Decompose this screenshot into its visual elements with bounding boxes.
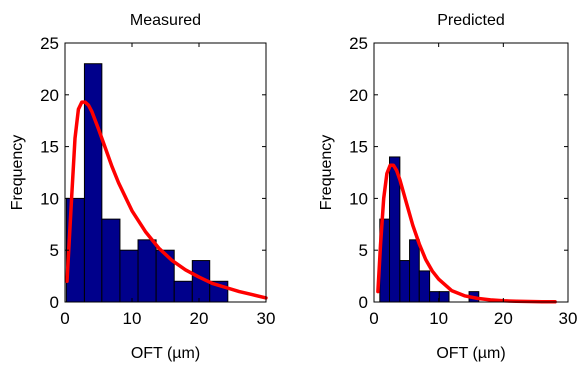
chart-title-predicted: Predicted xyxy=(437,12,505,29)
x-tick-label-measured-0: 0 xyxy=(60,309,69,328)
y-tick-label-predicted-20: 20 xyxy=(349,86,368,105)
y-axis-label-predicted: Frequency xyxy=(318,135,335,211)
fit-curve-predicted xyxy=(376,163,557,304)
bar-predicted-3 xyxy=(409,239,420,303)
y-tick-label-measured-0: 0 xyxy=(50,293,59,312)
bar-predicted-4 xyxy=(418,270,431,303)
y-tick-label-measured-20: 20 xyxy=(40,86,59,105)
y-tick-label-measured-5: 5 xyxy=(50,241,59,260)
bar-measured-6 xyxy=(173,280,193,303)
x-tick-label-measured-30: 30 xyxy=(257,309,276,328)
y-tick-label-predicted-5: 5 xyxy=(359,241,368,260)
x-axis-label-predicted: OFT (µm) xyxy=(436,345,505,362)
bar-measured-3 xyxy=(119,249,139,303)
bar-predicted-2 xyxy=(399,260,411,303)
x-tick-label-measured-10: 10 xyxy=(123,309,142,328)
ticks-predicted: 0 10 20 30 0 5 10 15 20 25 xyxy=(349,34,577,328)
fit-curve-measured xyxy=(65,100,268,300)
y-tick-label-measured-10: 10 xyxy=(40,189,59,208)
fit-line-predicted xyxy=(376,163,557,304)
bar-predicted-5 xyxy=(429,291,440,303)
bar-measured-2 xyxy=(101,218,121,303)
chart-title-measured: Measured xyxy=(130,12,201,29)
y-tick-label-predicted-15: 15 xyxy=(349,138,368,157)
bar-measured-1 xyxy=(83,63,103,303)
bar-measured-4 xyxy=(137,239,157,303)
y-tick-label-predicted-25: 25 xyxy=(349,34,368,53)
chart-predicted: 0 10 20 30 0 5 10 15 20 25 Predicted OFT (µm) Fre… xyxy=(318,12,577,362)
x-tick-label-predicted-0: 0 xyxy=(369,309,378,328)
fit-line-measured xyxy=(65,100,268,300)
y-tick-label-measured-15: 15 xyxy=(40,138,59,157)
y-axis-label-measured: Frequency xyxy=(9,135,26,211)
bars-measured xyxy=(65,63,229,303)
x-axis-label-measured: OFT (µm) xyxy=(131,345,200,362)
plot-frame-measured xyxy=(64,42,267,303)
bars-predicted xyxy=(379,156,480,303)
x-tick-label-predicted-20: 20 xyxy=(494,309,513,328)
y-tick-label-measured-25: 25 xyxy=(40,34,59,53)
plot-frame-predicted xyxy=(373,42,569,303)
y-tick-label-predicted-10: 10 xyxy=(349,189,368,208)
ticks-measured: 0 10 20 30 0 5 10 15 20 25 xyxy=(40,34,275,328)
x-tick-label-measured-20: 20 xyxy=(190,309,209,328)
x-tick-label-predicted-30: 30 xyxy=(559,309,578,328)
y-tick-label-predicted-0: 0 xyxy=(359,293,368,312)
x-tick-label-predicted-10: 10 xyxy=(429,309,448,328)
chart-measured: 0 10 20 30 0 5 10 15 20 25 Measured OFT (µm) Freq… xyxy=(9,12,275,362)
bar-predicted-6 xyxy=(438,291,450,303)
